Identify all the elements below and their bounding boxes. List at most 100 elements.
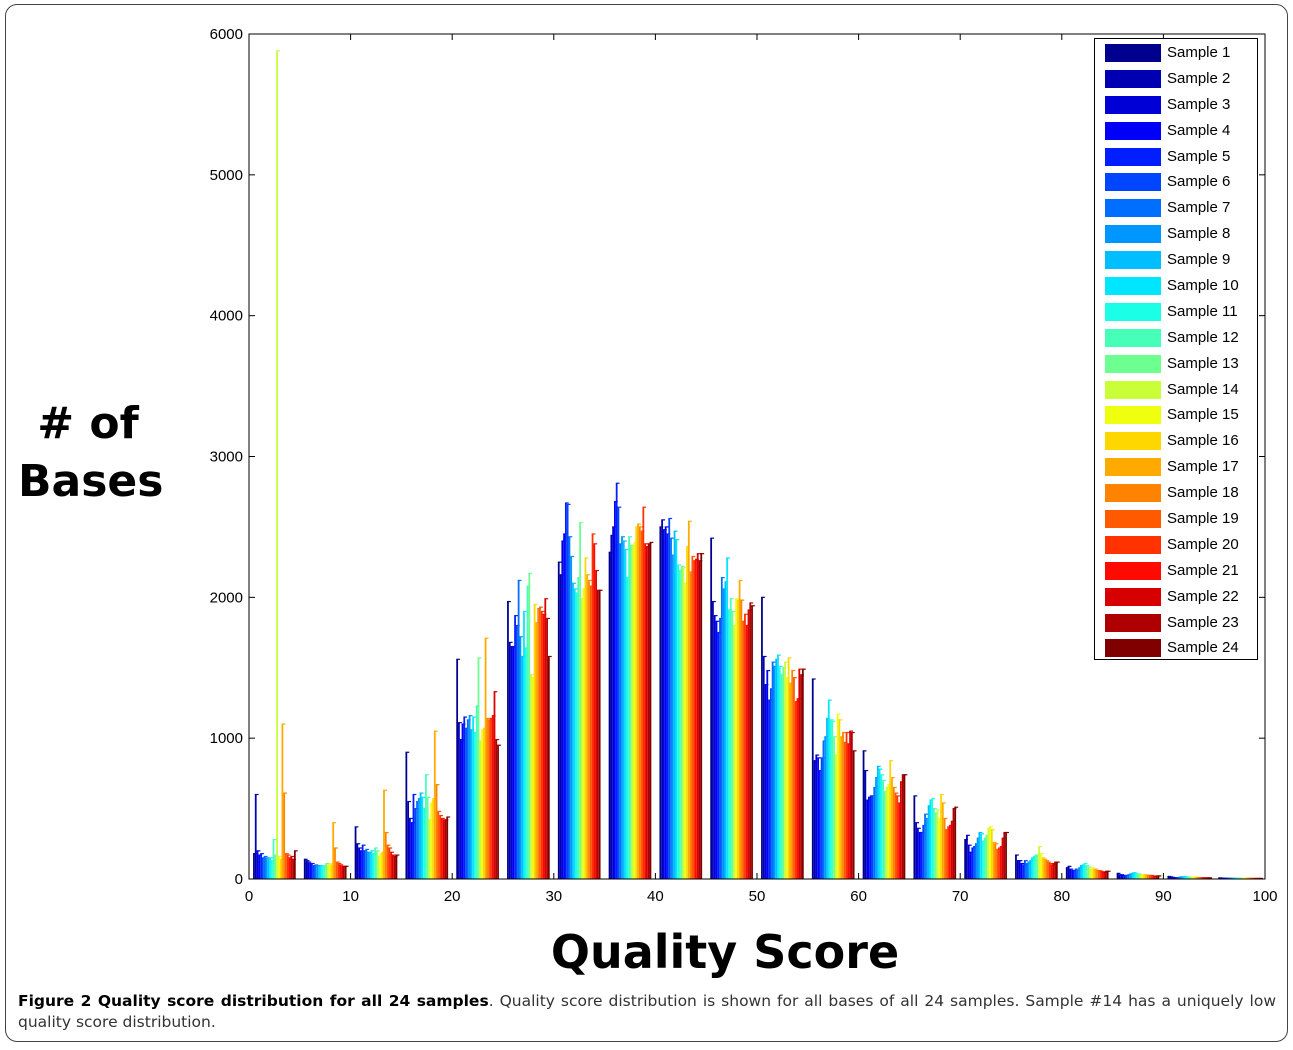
bar bbox=[361, 845, 364, 879]
bar bbox=[1143, 874, 1146, 879]
x-tick-label: 10 bbox=[342, 888, 359, 905]
bar bbox=[591, 533, 594, 879]
bar bbox=[924, 814, 926, 879]
bar bbox=[405, 752, 408, 879]
bar bbox=[1031, 857, 1033, 880]
bar bbox=[852, 750, 855, 879]
bar bbox=[696, 553, 699, 879]
bar bbox=[433, 731, 436, 880]
bar bbox=[1125, 875, 1128, 879]
bar bbox=[1197, 877, 1200, 879]
bar bbox=[360, 850, 362, 879]
legend-item: Sample 19 bbox=[1095, 507, 1257, 533]
y-tick-label: 0 bbox=[235, 871, 243, 888]
bar bbox=[824, 736, 827, 879]
bar bbox=[726, 557, 729, 879]
bar bbox=[586, 574, 589, 879]
bar bbox=[596, 590, 599, 879]
bar bbox=[794, 701, 797, 879]
legend-item: Sample 22 bbox=[1095, 585, 1257, 611]
bar bbox=[465, 728, 467, 879]
bar bbox=[728, 610, 730, 879]
bar bbox=[745, 625, 748, 879]
y-tick-label: 2000 bbox=[210, 589, 243, 606]
bar bbox=[1087, 867, 1089, 879]
x-tick-label: 40 bbox=[647, 888, 664, 905]
bar bbox=[920, 832, 923, 879]
bar bbox=[875, 777, 877, 879]
bar bbox=[283, 793, 286, 879]
legend-label: Sample 14 bbox=[1167, 380, 1239, 398]
bar bbox=[820, 757, 823, 879]
bar bbox=[917, 828, 919, 879]
bar bbox=[444, 819, 447, 879]
bar bbox=[419, 793, 422, 879]
legend-item: Sample 15 bbox=[1095, 403, 1257, 429]
bar bbox=[695, 559, 697, 879]
bar bbox=[664, 526, 667, 879]
bar bbox=[1080, 865, 1082, 879]
bar bbox=[619, 543, 622, 879]
y-axis-label: # of Bases bbox=[18, 395, 164, 511]
bar bbox=[1141, 874, 1144, 879]
bar bbox=[261, 857, 264, 880]
bar bbox=[1187, 877, 1189, 879]
bar bbox=[1065, 867, 1068, 879]
bar bbox=[497, 745, 499, 879]
bar bbox=[547, 656, 550, 879]
bar bbox=[785, 677, 788, 879]
bar bbox=[386, 845, 389, 879]
bar bbox=[778, 666, 781, 879]
bar bbox=[1039, 853, 1042, 879]
bar bbox=[479, 740, 482, 879]
bar bbox=[796, 698, 799, 879]
y-axis-label-line-1: # of bbox=[37, 398, 139, 449]
bar bbox=[866, 800, 868, 879]
legend-label: Sample 1 bbox=[1167, 44, 1231, 61]
bar bbox=[481, 729, 483, 879]
bar bbox=[1081, 864, 1084, 879]
bar bbox=[647, 543, 650, 879]
bar bbox=[442, 819, 445, 879]
bar bbox=[691, 556, 694, 879]
bar bbox=[290, 856, 293, 879]
bar bbox=[521, 656, 524, 879]
bar bbox=[885, 787, 888, 879]
bar bbox=[1169, 876, 1172, 879]
legend-item: Sample 23 bbox=[1095, 611, 1257, 637]
bar bbox=[1201, 877, 1204, 879]
bar bbox=[437, 811, 440, 879]
bar bbox=[626, 577, 629, 879]
bar bbox=[339, 864, 342, 879]
bar bbox=[1020, 863, 1023, 879]
bar bbox=[1146, 875, 1149, 879]
bar bbox=[535, 622, 538, 879]
bar bbox=[784, 662, 786, 879]
bar bbox=[621, 536, 623, 879]
bar bbox=[677, 564, 680, 879]
bar bbox=[1145, 875, 1147, 879]
bar bbox=[719, 618, 721, 879]
bar bbox=[484, 638, 487, 879]
bar bbox=[318, 866, 320, 879]
bar bbox=[684, 583, 687, 879]
bar bbox=[557, 562, 560, 880]
legend-label: Sample 15 bbox=[1167, 406, 1239, 424]
bar bbox=[764, 684, 767, 879]
bar bbox=[628, 536, 630, 879]
bar bbox=[332, 822, 335, 879]
y-axis-label-line-2: Bases bbox=[18, 456, 164, 507]
bar bbox=[474, 732, 476, 879]
bar bbox=[833, 736, 835, 879]
bar bbox=[982, 840, 984, 879]
legend-swatch bbox=[1105, 639, 1161, 658]
bar bbox=[1134, 873, 1137, 879]
legend-item: Sample 4 bbox=[1095, 119, 1257, 145]
bar bbox=[1083, 863, 1086, 879]
bar bbox=[580, 598, 583, 879]
bar bbox=[307, 862, 310, 879]
bar bbox=[584, 557, 587, 879]
legend-item: Sample 12 bbox=[1095, 326, 1257, 352]
legend-swatch bbox=[1105, 484, 1161, 503]
bar bbox=[459, 739, 462, 879]
